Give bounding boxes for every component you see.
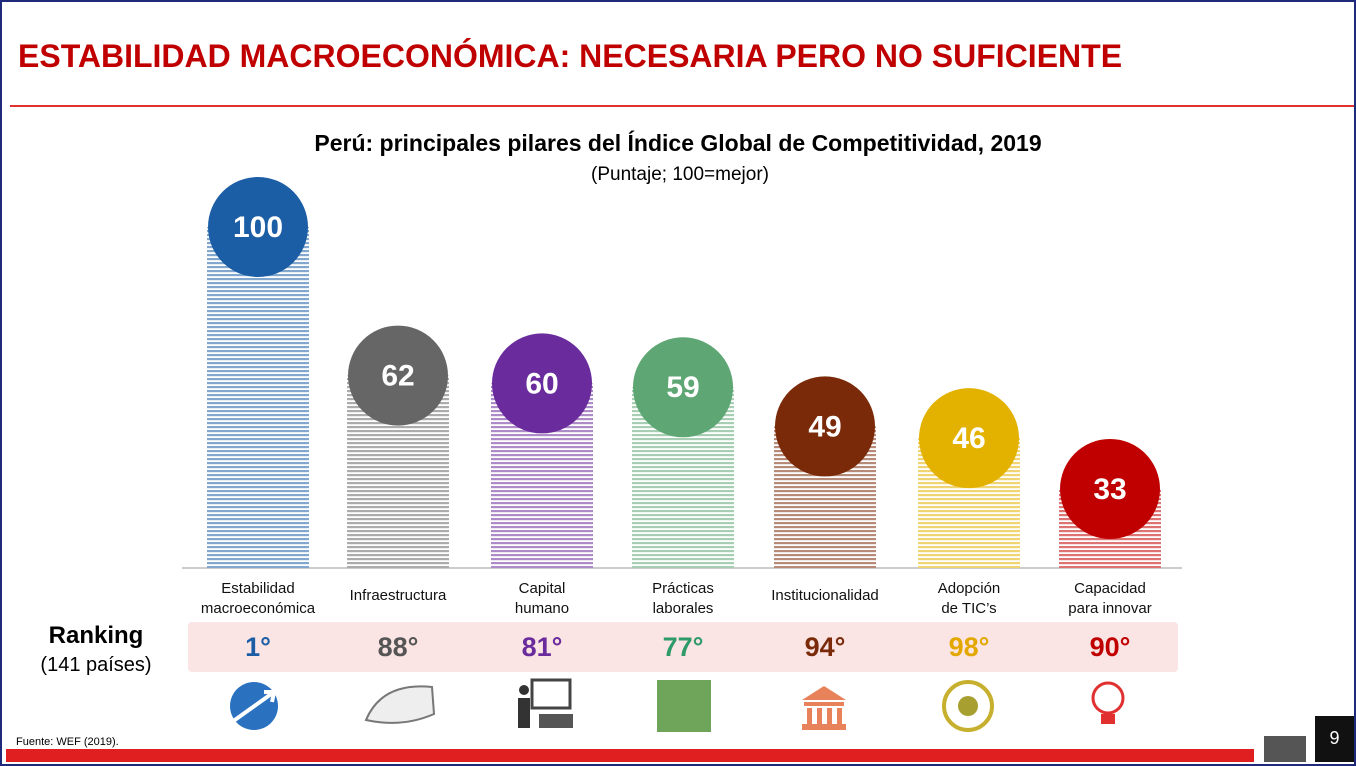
ranking-value: 88° xyxy=(377,632,419,662)
ranking-value: 81° xyxy=(521,632,563,662)
value-bubble xyxy=(775,376,875,477)
icon-cycle xyxy=(942,680,994,732)
icon-board xyxy=(530,678,572,710)
source: Fuente: WEF (2019). xyxy=(16,736,119,748)
value-label: 59 xyxy=(666,371,699,404)
value-label: 46 xyxy=(952,422,985,455)
ranking-subtitle: (141 países) xyxy=(40,654,152,676)
value-bubble xyxy=(633,337,733,438)
icons xyxy=(230,678,1125,732)
bar xyxy=(207,227,309,568)
title-rule xyxy=(10,105,1354,107)
value-bubble xyxy=(208,177,308,277)
value-bubble xyxy=(492,333,592,434)
ranking-title: Ranking xyxy=(48,622,144,649)
page-number: 9 xyxy=(1329,728,1340,748)
page-box-gray xyxy=(1264,736,1306,762)
bottom-bar xyxy=(6,749,1254,762)
ranking-value: 90° xyxy=(1089,632,1131,662)
icon-bulb-base xyxy=(1101,714,1115,724)
chart-subtitle: (Puntaje; 100=mejor) xyxy=(591,164,769,185)
value-bubble xyxy=(1060,438,1160,539)
value-label: 62 xyxy=(381,360,414,393)
value-label: 100 xyxy=(233,211,283,244)
slide-title: ESTABILIDAD MACROECONÓMICA: NECESARIA PE… xyxy=(18,38,1123,74)
value-bubble xyxy=(919,388,1019,489)
icon-building xyxy=(802,686,846,730)
icon-bulb xyxy=(1091,681,1125,715)
category-label: Institucionalidad xyxy=(771,587,879,604)
icon-person-body xyxy=(518,698,530,728)
ranking-value: 94° xyxy=(804,632,846,662)
ranking-value: 77° xyxy=(662,632,704,662)
category-label: Capacidad para innovar xyxy=(1068,580,1152,617)
page-box xyxy=(1315,716,1354,762)
icon-person xyxy=(519,685,529,695)
icon-square xyxy=(657,680,711,732)
icon-train xyxy=(364,685,436,724)
category-label: Infraestructura xyxy=(349,587,447,604)
category-label: Prácticas laborales xyxy=(652,580,714,617)
value-label: 33 xyxy=(1093,473,1126,506)
ranking-value: 98° xyxy=(948,632,990,662)
category-label: Capital humano xyxy=(514,580,570,617)
chart-title: Perú: principales pilares del Índice Glo… xyxy=(2,130,1354,157)
category-label: Adopción de TIC’s xyxy=(937,580,1001,617)
ranking-value: 1° xyxy=(245,632,271,662)
icon-gear xyxy=(958,696,978,716)
ranking-band xyxy=(188,622,1178,672)
value-label: 60 xyxy=(525,367,558,400)
chart-title-text: Perú: principales pilares del Índice Glo… xyxy=(314,130,1042,156)
icon-audience xyxy=(539,714,573,728)
category-label: Estabilidad macroeconómica xyxy=(200,580,316,617)
value-label: 49 xyxy=(808,410,841,443)
icon-arrow xyxy=(230,690,277,724)
value-bubble xyxy=(348,325,448,426)
